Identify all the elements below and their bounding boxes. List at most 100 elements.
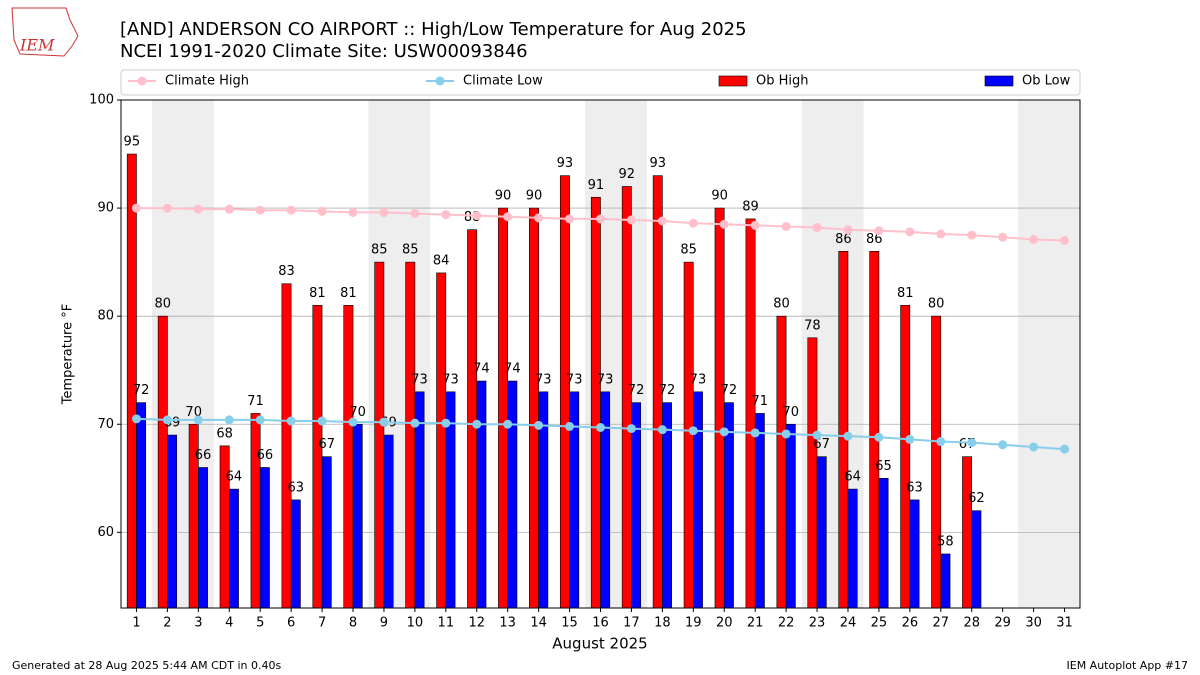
bar (529, 207, 539, 609)
climate-marker (1029, 442, 1039, 452)
bar (909, 499, 920, 609)
climate-marker (967, 230, 977, 240)
bar-value-label: 80 (154, 297, 171, 312)
x-tick-label: 31 (1056, 616, 1073, 631)
bar (157, 315, 168, 609)
bar (816, 456, 827, 609)
climate-marker (657, 216, 667, 226)
climate-marker (441, 418, 451, 428)
x-tick-label: 17 (623, 616, 640, 631)
bar-value-label: 86 (835, 232, 852, 247)
bar-value-label: 66 (257, 448, 274, 463)
x-tick-label: 9 (380, 616, 388, 631)
bar-value-label: 67 (318, 437, 335, 452)
bar (940, 553, 951, 609)
chart-title: [AND] ANDERSON CO AIRPORT :: High/Low Te… (120, 19, 747, 40)
x-tick-label: 5 (256, 616, 264, 631)
bar-value-label: 81 (309, 286, 326, 301)
climate-marker (348, 417, 358, 427)
bar (136, 402, 147, 609)
x-tick-label: 24 (840, 616, 857, 631)
x-tick-label: 3 (194, 616, 202, 631)
chart-subtitle: NCEI 1991-2020 Climate Site: USW00093846 (120, 41, 528, 62)
climate-marker (441, 210, 451, 220)
climate-marker (224, 415, 234, 425)
x-tick-label: 25 (871, 616, 888, 631)
climate-marker (1029, 234, 1039, 244)
bar-value-label: 86 (866, 232, 883, 247)
bar (971, 510, 982, 609)
bar (436, 272, 447, 609)
climate-marker (131, 414, 141, 424)
climate-marker (688, 218, 698, 228)
bar-value-label: 62 (968, 491, 985, 506)
bar-value-label: 93 (557, 156, 574, 171)
bar (754, 413, 765, 609)
bar-value-label: 74 (504, 362, 521, 377)
bar-value-label: 63 (288, 480, 305, 495)
bar-value-label: 85 (371, 243, 388, 258)
bar (931, 315, 942, 609)
climate-marker (657, 425, 667, 435)
bar-value-label: 80 (928, 297, 945, 312)
bar-value-label: 66 (195, 448, 212, 463)
bar (776, 315, 787, 609)
x-tick-label: 27 (933, 616, 950, 631)
bar-value-label: 89 (742, 199, 759, 214)
climate-marker (1060, 236, 1070, 246)
climate-marker (348, 207, 358, 217)
climate-marker (750, 428, 760, 438)
legend-marker (137, 76, 147, 86)
bar-value-label: 93 (649, 156, 666, 171)
x-tick-label: 16 (592, 616, 609, 631)
climate-marker (936, 229, 946, 239)
bar-value-label: 78 (804, 318, 821, 333)
x-tick-label: 23 (809, 616, 826, 631)
bar-value-label: 71 (752, 394, 769, 409)
bar (869, 251, 880, 609)
x-tick-label: 22 (778, 616, 795, 631)
bar (900, 305, 911, 609)
climate-marker (565, 214, 575, 224)
bar-value-label: 64 (844, 470, 861, 485)
legend-box (120, 69, 1081, 96)
climate-marker (472, 419, 482, 429)
x-tick-label: 20 (716, 616, 733, 631)
x-tick-label: 21 (747, 616, 764, 631)
bar-value-label: 70 (349, 405, 366, 420)
climate-marker (998, 232, 1008, 242)
bar (745, 218, 756, 609)
bar (785, 423, 796, 609)
climate-marker (843, 431, 853, 441)
bar (507, 380, 518, 609)
climate-marker (874, 226, 884, 236)
bar-value-label: 64 (226, 470, 243, 485)
x-tick-label: 7 (318, 616, 326, 631)
climate-marker (596, 422, 605, 432)
legend-marker (435, 76, 445, 86)
climate-marker (255, 415, 265, 425)
bar (714, 207, 725, 609)
bar (312, 305, 323, 609)
climate-marker (750, 220, 760, 230)
bar-value-label: 74 (473, 362, 490, 377)
bar-value-label: 81 (897, 286, 914, 301)
bar (476, 380, 487, 609)
x-tick-label: 15 (561, 616, 578, 631)
y-tick-label: 80 (97, 309, 114, 324)
x-tick-label: 30 (1025, 616, 1042, 631)
climate-marker (503, 212, 513, 222)
climate-marker (472, 211, 482, 221)
bar-value-label: 70 (782, 405, 799, 420)
bar-value-label: 73 (535, 372, 552, 387)
bar (559, 175, 570, 609)
bar-value-label: 73 (597, 372, 614, 387)
bar-value-label: 58 (937, 534, 954, 549)
bar (847, 488, 858, 609)
climate-marker (162, 203, 172, 213)
x-tick-label: 4 (225, 616, 233, 631)
bar-value-label: 84 (433, 253, 450, 268)
y-tick-label: 100 (89, 93, 114, 108)
climate-marker (131, 203, 141, 213)
climate-marker (626, 215, 636, 225)
